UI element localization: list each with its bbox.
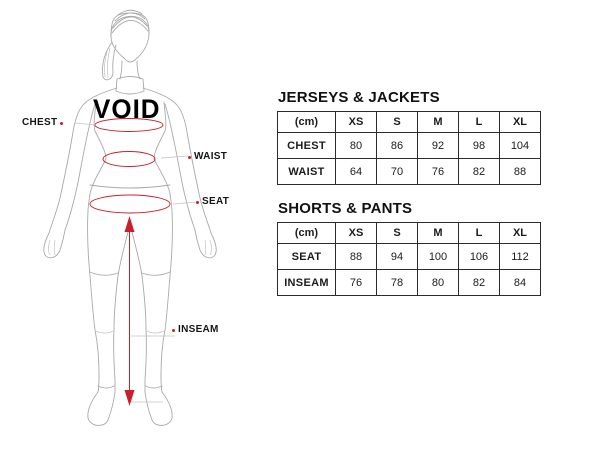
size-header-xl: XL xyxy=(499,222,541,244)
jerseys-jackets-table: (cm) XS S M L XL CHEST 80 86 92 98 104 xyxy=(277,111,541,185)
size-header-l: L xyxy=(458,222,500,244)
inseam-label-text: INSEAM xyxy=(178,324,219,335)
body-outline-illustration xyxy=(43,9,217,426)
torso-left xyxy=(87,101,107,212)
cell-value: 80 xyxy=(417,269,459,296)
inseam-arrow-up xyxy=(124,216,135,232)
seat-connector xyxy=(172,201,198,205)
right-hand xyxy=(194,229,217,259)
jerseys-jackets-section: JERSEYS & JACKETS (cm) XS S M L XL CHEST… xyxy=(277,90,541,185)
left-leg-inner xyxy=(113,231,129,393)
neck xyxy=(119,60,123,80)
size-header-s: S xyxy=(376,111,418,133)
left-shoe xyxy=(87,391,116,426)
header-row: (cm) XS S M L XL xyxy=(277,111,541,133)
size-header-m: M xyxy=(417,222,459,244)
chest-marker-dot xyxy=(60,121,64,125)
jerseys-jackets-title: JERSEYS & JACKETS xyxy=(278,89,440,106)
shorts-pants-section: SHORTS & PANTS (cm) XS S M L XL SEAT 88 … xyxy=(277,201,541,296)
inseam-label: INSEAM xyxy=(172,325,219,335)
left-arm-outer xyxy=(48,87,118,234)
size-header-m: M xyxy=(417,111,459,133)
cell-value: 88 xyxy=(335,243,377,270)
cell-value: 70 xyxy=(376,158,418,185)
torso-right xyxy=(153,101,173,212)
unit-header: (cm) xyxy=(277,222,336,244)
table-row-seat: SEAT 88 94 100 106 112 xyxy=(277,243,541,270)
cell-value: 104 xyxy=(499,132,541,159)
row-label: CHEST xyxy=(277,132,336,159)
cell-value: 88 xyxy=(499,158,541,185)
cell-value: 86 xyxy=(376,132,418,159)
right-leg-outer xyxy=(160,210,173,393)
chest-connector xyxy=(74,122,97,126)
row-label: SEAT xyxy=(277,243,336,270)
right-leg-inner xyxy=(131,231,147,393)
table-row-waist: WAIST 64 70 76 82 88 xyxy=(277,158,541,185)
left-sock-line xyxy=(97,385,115,389)
right-arm-outer xyxy=(142,87,212,234)
inseam-arrow-down xyxy=(124,390,135,406)
cell-value: 112 xyxy=(499,243,541,270)
left-shorts-hem xyxy=(89,271,119,276)
cell-value: 106 xyxy=(458,243,500,270)
void-logo: VOID xyxy=(93,93,161,125)
cell-value: 76 xyxy=(417,158,459,185)
left-arm-inner xyxy=(64,103,96,231)
cell-value: 92 xyxy=(417,132,459,159)
right-knee-line xyxy=(146,330,165,334)
table-row-inseam: INSEAM 76 78 80 82 84 xyxy=(277,269,541,296)
cell-value: 78 xyxy=(376,269,418,296)
table-row-chest: CHEST 80 86 92 98 104 xyxy=(277,132,541,159)
right-arm-inner xyxy=(164,103,196,231)
seat-measure-ellipse xyxy=(89,194,171,214)
cell-value: 98 xyxy=(458,132,500,159)
size-header-xs: XS xyxy=(335,222,377,244)
cell-value: 100 xyxy=(417,243,459,270)
seat-label: SEAT xyxy=(196,197,229,207)
seat-label-text: SEAT xyxy=(202,196,230,207)
waist-label: WAIST xyxy=(188,152,227,162)
inseam-marker-dot xyxy=(172,328,175,332)
chest-label: CHEST xyxy=(22,117,64,128)
shorts-pants-title: SHORTS & PANTS xyxy=(278,200,413,217)
measurement-figure-panel: VOID CHEST WAIST SEAT INSEAM xyxy=(0,0,270,456)
size-header-s: S xyxy=(376,222,418,244)
right-shoe xyxy=(144,391,173,426)
right-sock-line xyxy=(145,385,163,389)
row-label: INSEAM xyxy=(277,269,336,296)
face-outline xyxy=(110,12,150,63)
cell-value: 84 xyxy=(499,269,541,296)
left-hand xyxy=(43,229,66,259)
ponytail xyxy=(102,41,117,81)
cell-value: 82 xyxy=(458,269,500,296)
shorts-pants-table: (cm) XS S M L XL SEAT 88 94 100 106 112 xyxy=(277,222,541,296)
chest-label-text: CHEST xyxy=(22,117,58,128)
seat-marker-dot xyxy=(196,200,199,204)
size-header-l: L xyxy=(458,111,500,133)
cell-value: 76 xyxy=(335,269,377,296)
collar xyxy=(115,76,145,95)
row-label: WAIST xyxy=(277,158,336,185)
size-header-xl: XL xyxy=(499,111,541,133)
waist-marker-dot xyxy=(188,155,191,159)
left-knee-line xyxy=(95,330,114,334)
header-row: (cm) XS S M L XL xyxy=(277,222,541,244)
cell-value: 94 xyxy=(376,243,418,270)
cell-value: 64 xyxy=(335,158,377,185)
waist-label-text: WAIST xyxy=(194,151,228,162)
jersey-hem xyxy=(89,184,171,189)
cell-value: 82 xyxy=(458,158,500,185)
waist-connector xyxy=(160,155,189,159)
left-leg-outer xyxy=(87,210,100,393)
unit-header: (cm) xyxy=(277,111,336,133)
right-shorts-hem xyxy=(141,271,171,276)
size-header-xs: XS xyxy=(335,111,377,133)
waist-measure-ellipse xyxy=(102,151,156,167)
cell-value: 80 xyxy=(335,132,377,159)
